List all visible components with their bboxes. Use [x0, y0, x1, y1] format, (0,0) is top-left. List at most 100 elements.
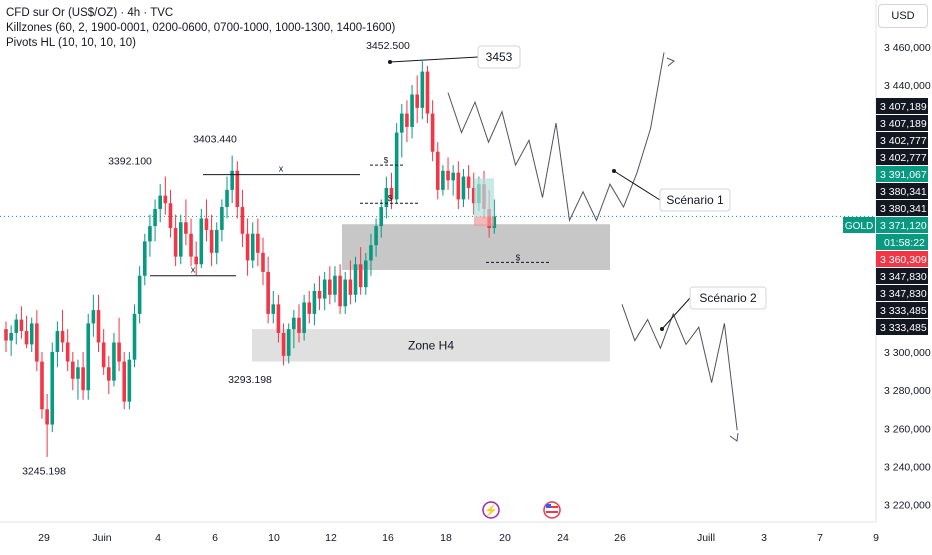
candle-body [24, 331, 29, 345]
lightning-glyph: ⚡ [484, 504, 498, 517]
candle-body [410, 94, 414, 127]
x-tick-label: 16 [382, 532, 394, 544]
candle-body [220, 207, 224, 230]
price-tag-label: 3 333,485 [880, 305, 927, 317]
x-tick-label: 4 [155, 532, 161, 544]
candle-body [50, 352, 55, 425]
candle-body [430, 113, 435, 152]
pivots-indicator-label[interactable]: Pivots HL (10, 10, 10, 10) [6, 37, 136, 49]
candle-body [225, 189, 229, 208]
candle-body [209, 229, 214, 253]
candle-body [328, 279, 332, 295]
callout-scenario-1-box [659, 188, 731, 212]
x-tick-label: 9 [873, 532, 879, 544]
price-tag-label: 3 380,341 [880, 203, 927, 215]
candle-body [9, 332, 13, 341]
candle-body [107, 367, 111, 381]
candle-body [276, 304, 281, 333]
price-tag-label: 3 347,830 [880, 288, 927, 300]
price-tag-label: 3 402,777 [880, 152, 927, 164]
candle-body [189, 233, 193, 257]
candle-body [235, 170, 240, 208]
candle-body [343, 279, 348, 307]
candle-body [307, 302, 312, 314]
symbol-title[interactable]: CFD sur Or (US$/OZ) · 4h · TVC [6, 7, 174, 19]
callout-3453-pointer [389, 56, 479, 63]
price-tag-label: 3 333,485 [880, 322, 927, 334]
x-tick-label: 20 [499, 532, 511, 544]
candle-body [374, 226, 378, 246]
candle-body [394, 132, 399, 200]
candle-body [65, 342, 70, 362]
candle-body [415, 94, 419, 108]
candle-body [117, 342, 121, 362]
candle-body [420, 71, 425, 108]
candle-body [271, 304, 276, 314]
zone-h4-label: Zone H4 [408, 338, 454, 352]
candle-body [230, 170, 234, 190]
candle-body [384, 187, 389, 208]
pivot-label: 3245.198 [22, 466, 66, 478]
candle-body [302, 302, 306, 333]
candle-body [297, 317, 301, 333]
candle-body [492, 216, 497, 229]
price-tag-label: 3 347,830 [880, 271, 927, 283]
x-tick-label: 26 [614, 532, 626, 544]
pivot-label: 3392.100 [108, 155, 152, 167]
pivot-label: 3403.440 [193, 134, 237, 146]
candle-body [338, 275, 342, 307]
pivot-label: 3452.500 [366, 40, 410, 52]
callout-3453-dot [388, 60, 392, 64]
y-tick-label: 3 260,000 [884, 423, 931, 435]
price-tag [876, 285, 928, 301]
candle-body [369, 245, 373, 261]
currency-button[interactable]: USD [878, 4, 928, 28]
x-tick-label: 10 [268, 532, 280, 544]
candle-body [435, 151, 440, 190]
price-tag [876, 319, 928, 335]
candle-body [4, 329, 8, 341]
x-tick-label: Juin [92, 532, 111, 544]
callout-scenario-2-box [689, 286, 767, 310]
candle-body [256, 233, 260, 253]
callout-scenario-1-pointer [613, 170, 661, 201]
candle-body [45, 409, 49, 425]
price-tag-label: 3 402,777 [880, 135, 927, 147]
candle-body [245, 233, 250, 261]
candle-body [389, 187, 394, 200]
countdown-tag [876, 234, 928, 250]
candle-body [76, 367, 80, 379]
callout-3453-text: 3453 [486, 50, 513, 64]
price-tag [876, 98, 928, 114]
candle-body [60, 331, 65, 343]
candle-body [441, 170, 445, 190]
price-tag [876, 200, 928, 216]
demand-zone [342, 224, 610, 270]
candle-body [281, 332, 286, 356]
candle-body [142, 241, 147, 276]
structure-mark: x [191, 265, 196, 275]
candle-body [148, 226, 152, 242]
candle-body [461, 176, 466, 200]
candle-body [86, 323, 91, 391]
callout-scenario-2-text: Scénario 2 [699, 291, 757, 305]
killzones-indicator-label[interactable]: Killzones (60, 2, 1900-0001, 0200-0600, … [6, 22, 396, 34]
countdown-label: 01:58:22 [884, 237, 925, 249]
candle-body [204, 218, 209, 230]
candle-body [173, 228, 178, 257]
structure-mark: x [279, 164, 284, 174]
candle-body [112, 342, 116, 381]
candle-body [168, 203, 173, 229]
candle-body [29, 323, 34, 345]
candle-body [425, 71, 430, 114]
candle-body [158, 195, 162, 209]
candle-body [471, 187, 476, 204]
candle-body [14, 319, 19, 333]
callout-scenario-2-pointer [661, 297, 691, 330]
candle-body [163, 195, 168, 204]
lightning-event-icon [482, 501, 500, 519]
candle-body [178, 222, 183, 257]
candle-body [96, 310, 101, 343]
